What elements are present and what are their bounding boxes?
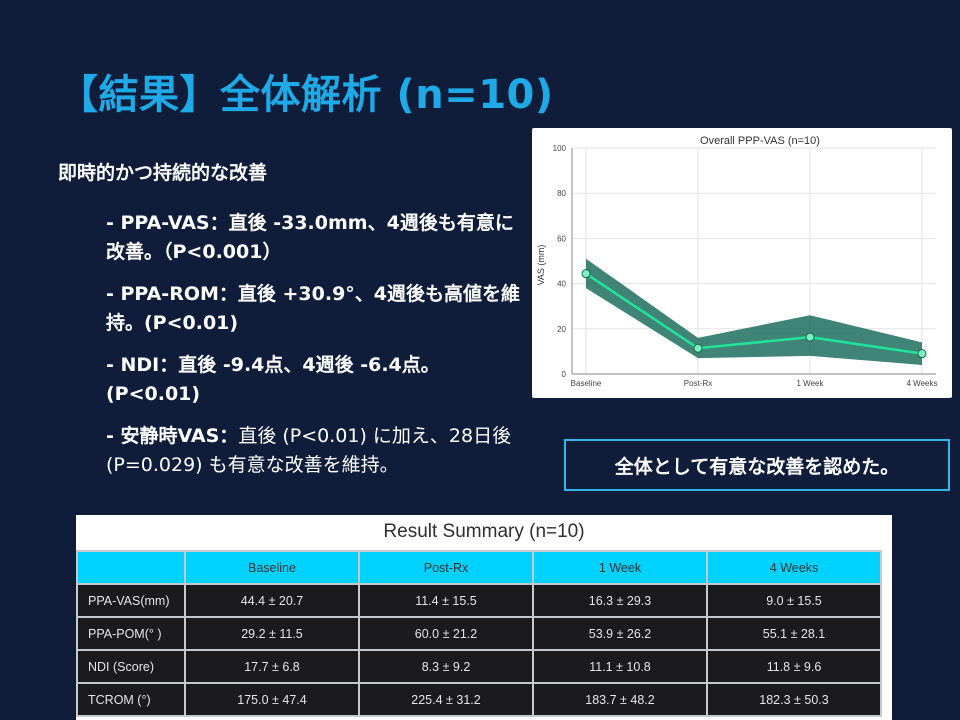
table-cell: 8.3 ± 9.2 [358, 649, 534, 684]
table-cell: 11.4 ± 15.5 [358, 583, 534, 618]
data-point [581, 269, 591, 279]
table-cell: 53.9 ± 26.2 [532, 616, 708, 651]
table-cell: 60.0 ± 21.2 [358, 616, 534, 651]
table-header-row: Baseline Post-Rx 1 Week 4 Weeks [76, 550, 882, 585]
slide-title: 【結果】全体解析 (n=10) [58, 72, 554, 118]
result-summary-table: Baseline Post-Rx 1 Week 4 Weeks PPA-VAS(… [76, 550, 882, 717]
vas-line-chart: Overall PPP-VAS (n=10) VAS (mm) 0 20 40 60 8… [532, 128, 952, 398]
chart-title: Overall PPP-VAS (n=10) [700, 135, 820, 147]
bullet-list: 即時的かつ持続的な改善 - PPA-VAS：直後 -33.0mm、4週後も有意に… [58, 158, 528, 493]
table-cell: 17.7 ± 6.8 [184, 649, 360, 684]
table-cell: 44.4 ± 20.7 [184, 583, 360, 618]
bullet-ppa-rom: - PPA-ROM：直後 +30.9°、4週後も高値を維持。(P<0.01) [106, 283, 521, 334]
table-cell: 9.0 ± 15.5 [706, 583, 882, 618]
col-header-baseline: Baseline [184, 550, 360, 585]
data-point [693, 343, 703, 353]
result-summary-panel: Result Summary (n=10) Baseline Post-Rx 1… [76, 515, 892, 720]
table-cell: 29.2 ± 11.5 [184, 616, 360, 651]
conclusion-box: 全体として有意な改善を認めた。 [564, 439, 950, 491]
y-tick-label: 100 [553, 144, 567, 153]
data-point [917, 349, 927, 359]
table-cell: 182.3 ± 50.3 [706, 682, 882, 717]
y-tick-label: 0 [562, 370, 567, 379]
table-cell: 11.8 ± 9.6 [706, 649, 882, 684]
table-row-label: PPA-POM(° ) [76, 616, 186, 651]
table-title: Result Summary (n=10) [383, 521, 585, 542]
chart-y-axis-label: VAS (mm) [536, 245, 546, 286]
table-row: TCROM (°) 175.0 ± 47.4 225.4 ± 31.2 183.7 ±… [76, 682, 882, 717]
bullet-rest-vas-detail: 直後 (P<0.01) に加え、28日後 (P=0.029) も有意な改善を維持… [106, 425, 512, 476]
table-cell: 55.1 ± 28.1 [706, 616, 882, 651]
bullet-heading: 即時的かつ持続的な改善 [58, 162, 268, 184]
table-cell: 183.7 ± 48.2 [532, 682, 708, 717]
bullet-ppa-vas: - PPA-VAS：直後 -33.0mm、4週後も有意に改善。（P<0.001） [106, 212, 514, 263]
x-tick-label: 4 Weeks [907, 379, 938, 388]
table-cell: 11.1 ± 10.8 [532, 649, 708, 684]
bullet-ndi: - NDI：直後 -9.4点、4週後 -6.4点。(P<0.01) [106, 354, 440, 405]
y-tick-label: 80 [557, 189, 566, 198]
table-corner-cell [76, 550, 186, 585]
bullet-rest-vas: - 安静時VAS：直後 (P<0.01) に加え、28日後 (P=0.029) … [106, 422, 528, 480]
bullet-rest-vas-label: - 安静時VAS： [106, 425, 239, 447]
x-tick-label: 1 Week [797, 379, 825, 388]
table-cell: 175.0 ± 47.4 [184, 682, 360, 717]
series-confidence-band [586, 258, 922, 365]
x-tick-label: Baseline [571, 379, 602, 388]
table-row-label: TCROM (°) [76, 682, 186, 717]
table-cell: 225.4 ± 31.2 [358, 682, 534, 717]
table-row: NDI (Score) 17.7 ± 6.8 8.3 ± 9.2 11.1 ± 10.… [76, 649, 882, 684]
table-row-label: PPA-VAS(mm) [76, 583, 186, 618]
y-tick-label: 60 [557, 234, 566, 243]
y-tick-label: 40 [557, 280, 566, 289]
table-row: PPA-VAS(mm) 44.4 ± 20.7 11.4 ± 15.5 16.3 ± … [76, 583, 882, 618]
x-tick-label: Post-Rx [684, 379, 712, 388]
data-point [805, 332, 815, 342]
y-tick-label: 20 [557, 325, 566, 334]
col-header-post-rx: Post-Rx [358, 550, 534, 585]
table-row-label: NDI (Score) [76, 649, 186, 684]
series-line [585, 272, 923, 355]
col-header-1-week: 1 Week [532, 550, 708, 585]
table-row: PPA-POM(° ) 29.2 ± 11.5 60.0 ± 21.2 53.9 ± … [76, 616, 882, 651]
col-header-4-weeks: 4 Weeks [706, 550, 882, 585]
chart-svg: Overall PPP-VAS (n=10) VAS (mm) 0 20 40 60 8… [536, 135, 938, 388]
table-cell: 16.3 ± 29.3 [532, 583, 708, 618]
